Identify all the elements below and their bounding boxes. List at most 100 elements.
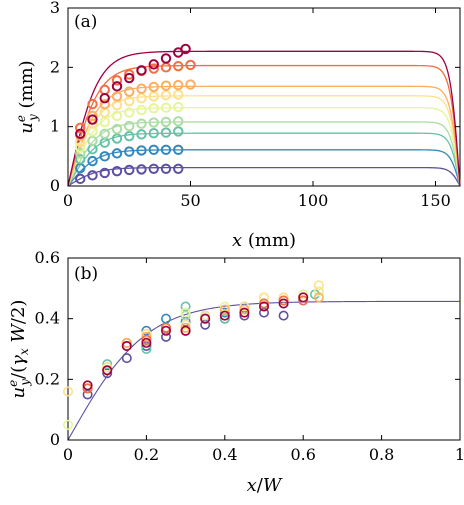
panel-b-data-point [239, 307, 250, 318]
panel-a-data-point [111, 148, 123, 159]
panel-a-data-point [99, 167, 110, 179]
panel-a-data-point [148, 127, 159, 139]
panel-a-data-point [160, 163, 172, 174]
panel-a-ylabel: uey (mm) [14, 60, 40, 133]
panel-b-data-point [278, 295, 289, 306]
panel-b-data-point [121, 337, 132, 348]
panel-b: 0 0.2 0.4 0.6 0.8 1 0 0.2 0.4 0.6 (b) x/W uey/(γx… [6, 248, 464, 496]
panel-a-data-point [124, 107, 135, 118]
panel-a-data-point [148, 144, 159, 156]
panel-a-data-point [111, 123, 123, 135]
panel-b-data-point [180, 322, 191, 333]
panel-b-data-point [102, 359, 113, 370]
panel-b-ytick-label: 0.6 [35, 248, 60, 267]
panel-a-data-point [185, 79, 196, 90]
panel-a-data-point [87, 114, 98, 125]
panel-a-series-line-9 [67, 50, 461, 187]
panel-b-data-point [239, 304, 250, 315]
panel-b-data-point [200, 313, 211, 324]
panel-a-data-point [111, 75, 123, 86]
panel-b-data-point [180, 325, 191, 336]
panel-a-data-point [111, 91, 123, 102]
panel-a-data-point [124, 164, 135, 176]
panel-b-data-point [313, 280, 324, 291]
panel-b-master-curve [67, 300, 460, 441]
panel-a-data-point [87, 170, 98, 181]
panel-a-data-point [124, 130, 135, 142]
panel-a-data-point [124, 72, 135, 84]
panel-a-data-point [173, 144, 184, 156]
panel-a-data-point [136, 83, 147, 94]
panel-a-data-point [180, 43, 191, 55]
panel-b-ytick-label: 0.4 [35, 309, 60, 328]
panel-a-xtick-label: 50 [180, 191, 200, 210]
panel-b-data-point [102, 362, 113, 373]
panel-b-xtick-label: 0.4 [212, 445, 237, 464]
panel-a-data-point [136, 129, 147, 140]
panel-b-data-point [161, 322, 172, 333]
panel-b-xtick-label: 0.8 [369, 445, 394, 464]
panel-a-data-point [173, 116, 184, 127]
panel-a-data-point [124, 95, 135, 107]
panel-a-data-point [99, 98, 110, 110]
panel-a-data-point [99, 151, 110, 162]
panel-b-markers [62, 280, 324, 430]
panel-b-ytick-label: 0 [50, 430, 60, 449]
panel-b-data-point [239, 301, 250, 312]
panel-a-data-point [148, 59, 159, 70]
panel-b-xtick-label: 0.6 [290, 445, 315, 464]
panel-b-data-point [180, 307, 191, 318]
panel-b-data-point [161, 325, 172, 336]
panel-a-data-point [160, 102, 172, 113]
panel-a-data-point [111, 165, 123, 177]
panel-a-frame [67, 7, 461, 187]
panel-a-data-point [75, 122, 86, 134]
panel-a-xtick-label: 100 [298, 191, 329, 210]
panel-a-xtick-label: 0 [63, 191, 73, 210]
panel-b-data-point [278, 298, 289, 309]
panel-a-data-point [160, 80, 172, 91]
panel-a-data-point [87, 135, 98, 147]
panel-a-data-point [173, 163, 184, 174]
panel-a-xtick-label: 150 [420, 191, 451, 210]
panel-b-xtick-label: 0.2 [134, 445, 159, 464]
panel-a-data-point [136, 118, 147, 129]
panel-b-data-point [258, 301, 269, 312]
panel-a-data-point [87, 98, 98, 110]
panel-a-data-point [136, 104, 147, 116]
panel-b-data-point [219, 307, 230, 318]
panel-b-xtick-label: 0 [63, 445, 73, 464]
panel-a-data-point [136, 92, 147, 104]
panel-a-data-point [124, 146, 135, 157]
panel-b-data-point [298, 289, 309, 300]
panel-a-data-point [173, 60, 184, 72]
panel-b-data-point [258, 298, 269, 309]
panel-a-data-point [124, 86, 135, 97]
panel-a-data-point [75, 142, 86, 153]
panel-a-data-point [75, 154, 86, 165]
panel-a-data-point [111, 81, 123, 92]
panel-a-data-point [87, 155, 98, 167]
panel-a-label: (a) [74, 12, 97, 32]
panel-b-data-point [62, 386, 73, 397]
panel-a-data-point [173, 126, 184, 137]
panel-a-data-point [124, 69, 135, 80]
panel-b-data-point [278, 292, 289, 303]
panel-a-series-line-7 [67, 85, 461, 187]
panel-b-data-point [62, 419, 73, 430]
panel-a-ytick-label: 3 [50, 0, 60, 17]
panel-a-data-point [148, 63, 159, 74]
panel-a-data-point [148, 91, 159, 102]
panel-a-ytick-label: 0 [50, 176, 60, 195]
panel-a-data-point [136, 164, 147, 175]
panel-a-data-point [75, 173, 86, 185]
panel-b-data-point [219, 310, 230, 321]
panel-b-ytick-label: 0.2 [35, 369, 60, 388]
panel-b-data-point [313, 286, 324, 297]
panel-b-data-point [141, 334, 152, 345]
panel-a-ticks: 0 50 100 150 0 1 2 3 [50, 0, 460, 210]
panel-b-data-point [82, 380, 93, 391]
panel-a: 0 50 100 150 0 1 2 3 (a) x (mm) uey (mm) [14, 0, 461, 251]
panel-a-data-point [148, 81, 159, 93]
